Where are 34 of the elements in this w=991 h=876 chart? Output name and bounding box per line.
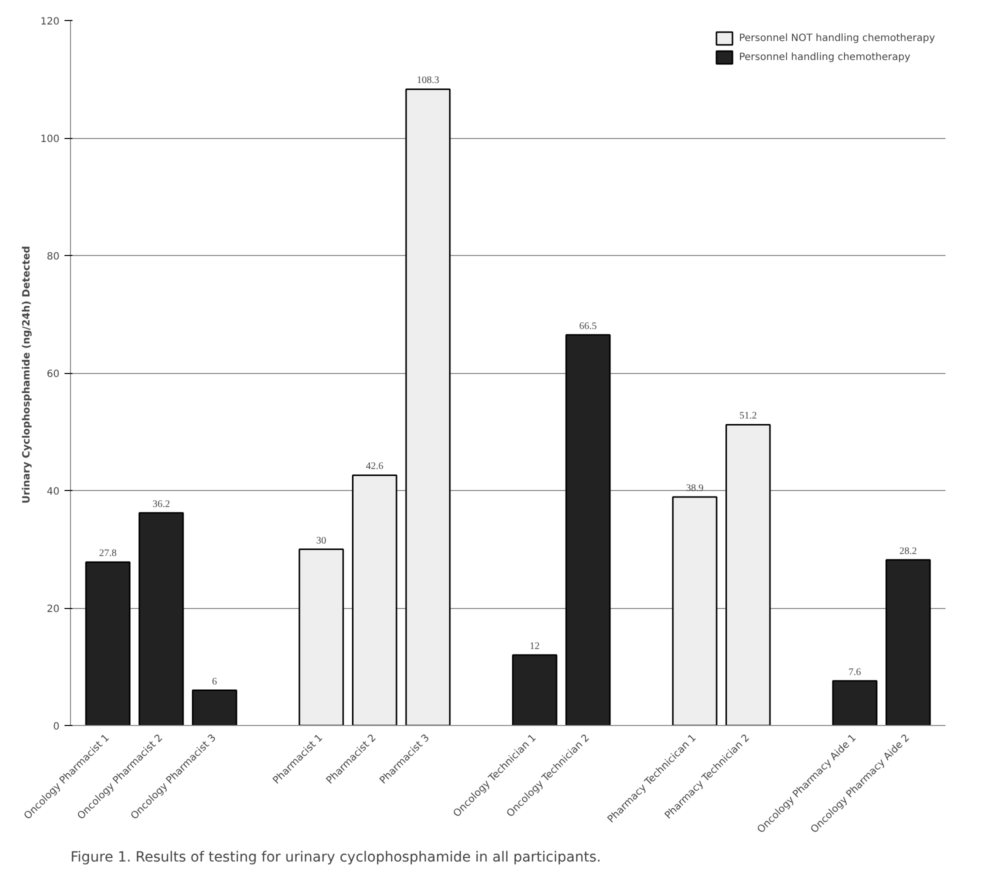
- data-label: 42.6: [366, 461, 384, 472]
- bar: [832, 680, 878, 726]
- bar: [352, 474, 398, 726]
- bar: [192, 690, 238, 726]
- legend-label: Personnel handling chemotherapy: [738, 52, 910, 62]
- data-label: 7.6: [848, 666, 862, 678]
- data-label: 36.2: [152, 498, 170, 510]
- bar: [672, 496, 718, 726]
- bar: [565, 334, 611, 726]
- data-label: 51.2: [739, 410, 757, 422]
- legend-label: Personnel NOT handling chemotherapy: [738, 32, 935, 44]
- data-label: 30: [316, 535, 326, 546]
- data-label: 66.5: [579, 320, 597, 332]
- data-label: 27.8: [99, 548, 117, 560]
- bar: [138, 512, 184, 726]
- data-label: 28.2: [899, 546, 917, 557]
- bar: [405, 88, 451, 726]
- y-tick-label: 60: [46, 369, 60, 380]
- y-tick-label: 80: [46, 252, 60, 262]
- bar: [512, 654, 558, 726]
- caption: Figure 1. Results of testing for urinary cyclophosphamide in all participants.: [70, 850, 601, 866]
- bar: [85, 561, 130, 726]
- data-label: 12: [530, 641, 540, 652]
- bar: [298, 548, 344, 726]
- y-tick-label: 40: [46, 486, 60, 498]
- y-tick-label: 100: [40, 134, 60, 145]
- y-tick-label: 0: [53, 722, 60, 732]
- y-tick-label: 20: [46, 604, 60, 615]
- data-label: 108.3: [416, 75, 440, 86]
- data-label: 6: [212, 676, 218, 688]
- y-tick-label: 120: [40, 16, 60, 28]
- bar: [886, 559, 931, 726]
- y-axis-title: Urinary Cyclophosphamide (ng/24h) Detected: [21, 246, 32, 504]
- bar: [725, 424, 771, 726]
